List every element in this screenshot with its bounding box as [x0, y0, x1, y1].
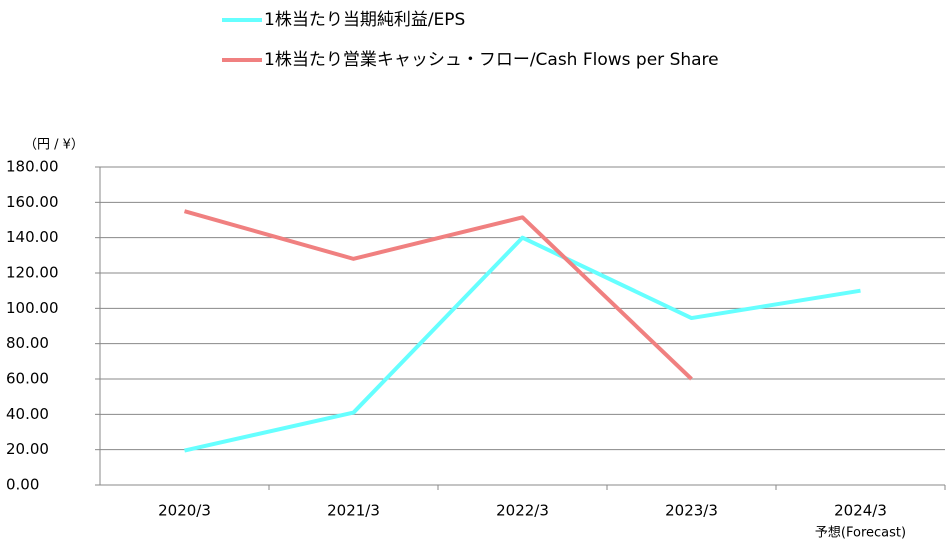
series-line	[183, 209, 693, 381]
y-tick-label: 140.00	[6, 228, 59, 246]
y-tick-label: 180.00	[6, 158, 59, 176]
annotation: 予想(Forecast)	[815, 525, 906, 540]
x-tick-label: 2022/3	[496, 502, 549, 520]
y-tick-label: 120.00	[6, 264, 59, 282]
legend-label: 1株当たり営業キャッシュ・フロー/Cash Flows per Share	[264, 50, 719, 70]
y-tick-label: 40.00	[6, 405, 49, 423]
y-tick-label: 80.00	[6, 334, 49, 352]
y-axis-label: （円 / ¥）	[24, 138, 84, 153]
y-tick-label: 60.00	[6, 370, 49, 388]
legend-label: 1株当たり当期純利益/EPS	[264, 10, 465, 30]
x-tick-label: 2020/3	[158, 502, 211, 520]
y-tick-label: 160.00	[6, 193, 59, 211]
y-tick-label: 0.00	[6, 476, 39, 494]
x-tick-label: 2021/3	[327, 502, 380, 520]
x-tick-label: 2023/3	[665, 502, 718, 520]
y-tick-label: 20.00	[6, 440, 49, 458]
y-tick-label: 100.00	[6, 299, 59, 317]
series-line	[184, 235, 861, 453]
x-tick-label: 2024/3	[834, 502, 887, 520]
